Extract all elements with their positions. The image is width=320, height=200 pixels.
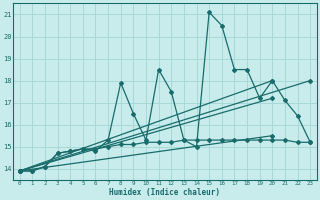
X-axis label: Humidex (Indice chaleur): Humidex (Indice chaleur) [109,188,220,197]
